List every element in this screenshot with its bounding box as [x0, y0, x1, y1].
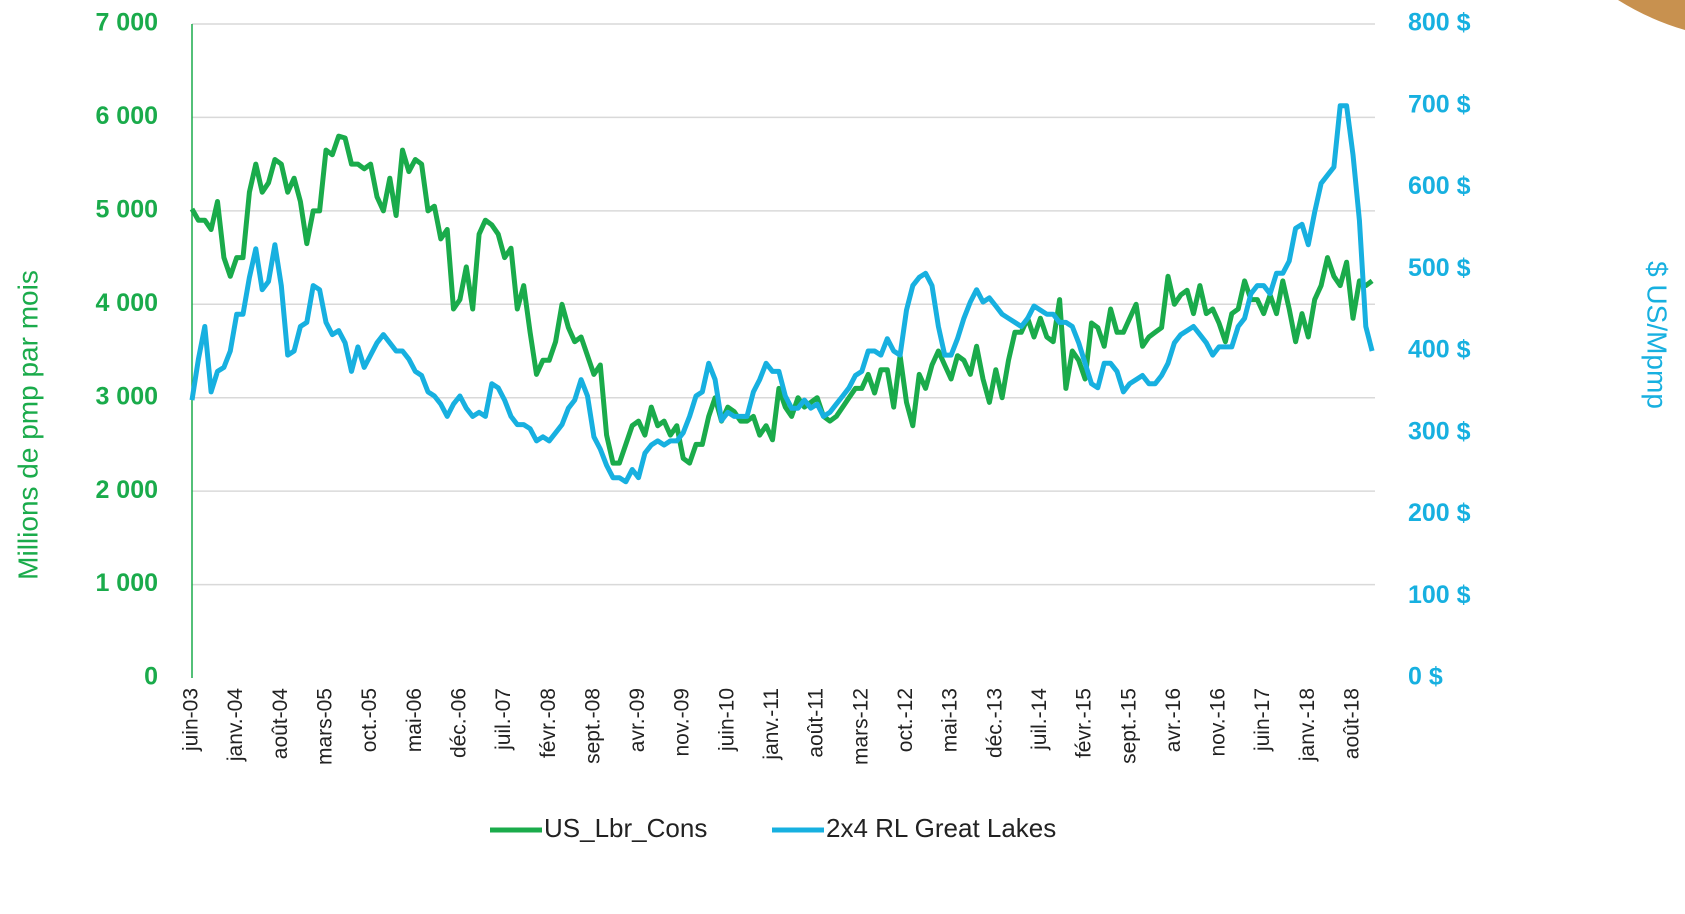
- y-tick-label: 6 000: [95, 102, 158, 130]
- x-tick-label: janv.-04: [224, 688, 247, 762]
- y2-tick-label: 0 $: [1408, 663, 1443, 691]
- x-tick-label: oct.-12: [894, 688, 917, 752]
- x-tick-label: avr.-09: [626, 688, 649, 752]
- legend-label: US_Lbr_Cons: [544, 813, 707, 843]
- y2-axis-title: $ US/Mpmp: [1642, 261, 1673, 409]
- x-tick-label: mai-13: [939, 688, 962, 752]
- y2-tick-label: 800 $: [1408, 9, 1471, 37]
- x-tick-label: mai-06: [403, 688, 426, 752]
- x-tick-label: févr.-15: [1073, 688, 1096, 758]
- x-tick-label: févr.-08: [537, 688, 560, 758]
- series-line: [189, 103, 1375, 485]
- x-tick-label: août-11: [805, 688, 828, 758]
- y2-tick-label: 200 $: [1408, 499, 1471, 527]
- y2-tick-label: 300 $: [1408, 417, 1471, 445]
- y-tick-label: 5 000: [95, 195, 158, 223]
- x-tick-label: nov.-09: [671, 688, 694, 757]
- y-tick-label: 0: [144, 663, 158, 691]
- y-axis-title: Millions de pmp par mois: [12, 270, 43, 580]
- y-tick-label: 4 000: [95, 289, 158, 317]
- x-tick-label: juil.-07: [492, 688, 515, 751]
- y2-tick-label: 600 $: [1408, 172, 1471, 200]
- y-tick-label: 1 000: [95, 569, 158, 597]
- x-tick-label: janv.-11: [760, 688, 783, 761]
- x-tick-label: août-04: [269, 688, 292, 760]
- x-tick-label: juil.-14: [1028, 688, 1051, 751]
- y2-tick-label: 700 $: [1408, 90, 1471, 118]
- series-line: [189, 133, 1374, 466]
- x-tick-label: juin-10: [715, 688, 738, 752]
- x-tick-label: déc.-06: [447, 688, 470, 758]
- x-tick-label: janv.-18: [1296, 688, 1319, 762]
- x-tick-label: avr.-16: [1162, 688, 1185, 752]
- x-tick-label: sept.-08: [581, 688, 604, 764]
- y2-tick-label: 500 $: [1408, 254, 1471, 282]
- x-tick-label: déc.-13: [983, 688, 1006, 758]
- x-tick-label: oct.-05: [358, 688, 381, 752]
- x-tick-label: sept.-15: [1117, 688, 1140, 764]
- x-tick-label: juin-17: [1251, 688, 1274, 752]
- x-tick-label: nov.-16: [1207, 688, 1230, 757]
- y2-tick-label: 100 $: [1408, 581, 1471, 609]
- y2-tick-label: 400 $: [1408, 336, 1471, 364]
- x-tick-label: mars-12: [849, 688, 872, 765]
- y-tick-label: 7 000: [95, 9, 158, 37]
- corner-decoration: [1618, 0, 1685, 30]
- y-tick-label: 3 000: [95, 382, 158, 410]
- x-tick-label: août-18: [1341, 688, 1364, 759]
- x-tick-label: juin-03: [180, 688, 203, 752]
- x-tick-label: mars-05: [314, 688, 337, 765]
- y-tick-label: 2 000: [95, 476, 158, 504]
- legend-label: 2x4 RL Great Lakes: [826, 813, 1056, 843]
